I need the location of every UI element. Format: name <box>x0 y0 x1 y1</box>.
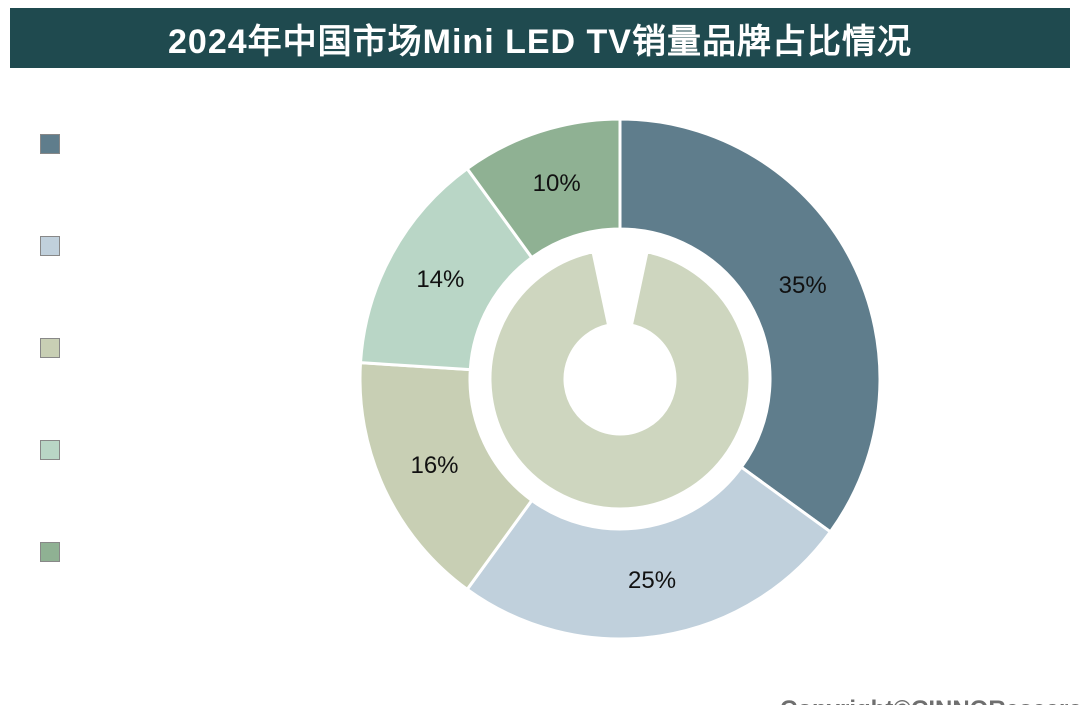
donut-chart: 35% 25% 16% 14% 10% <box>270 74 970 694</box>
legend-item <box>40 542 160 562</box>
legend-item <box>40 338 160 358</box>
legend-item <box>40 236 160 256</box>
header-bar: 2024年中国市场Mini LED TV销量品牌占比情况 <box>10 8 1070 68</box>
slice-percent-label: 35% <box>779 272 827 300</box>
chart-title: 2024年中国市场Mini LED TV销量品牌占比情况 <box>168 14 912 63</box>
slice-percent-label: 14% <box>416 266 464 294</box>
legend-swatch-icon <box>40 440 60 460</box>
chart-content: 35%25%16%14%10% Copyright©CINNOResearch <box>10 74 1070 694</box>
slice-percent-label: 16% <box>410 452 458 480</box>
legend-item <box>40 440 160 460</box>
slice-percent-label: 25% <box>628 567 676 595</box>
donut-svg <box>270 74 970 694</box>
legend-swatch-icon <box>40 542 60 562</box>
legend-swatch-icon <box>40 236 60 256</box>
legend <box>40 134 160 644</box>
legend-swatch-icon <box>40 134 60 154</box>
inner-ring <box>490 252 750 509</box>
legend-item <box>40 134 160 154</box>
legend-swatch-icon <box>40 338 60 358</box>
slice-percent-label: 10% <box>533 170 581 198</box>
watermark-text: Copyright©CINNOResearch <box>780 696 1080 705</box>
